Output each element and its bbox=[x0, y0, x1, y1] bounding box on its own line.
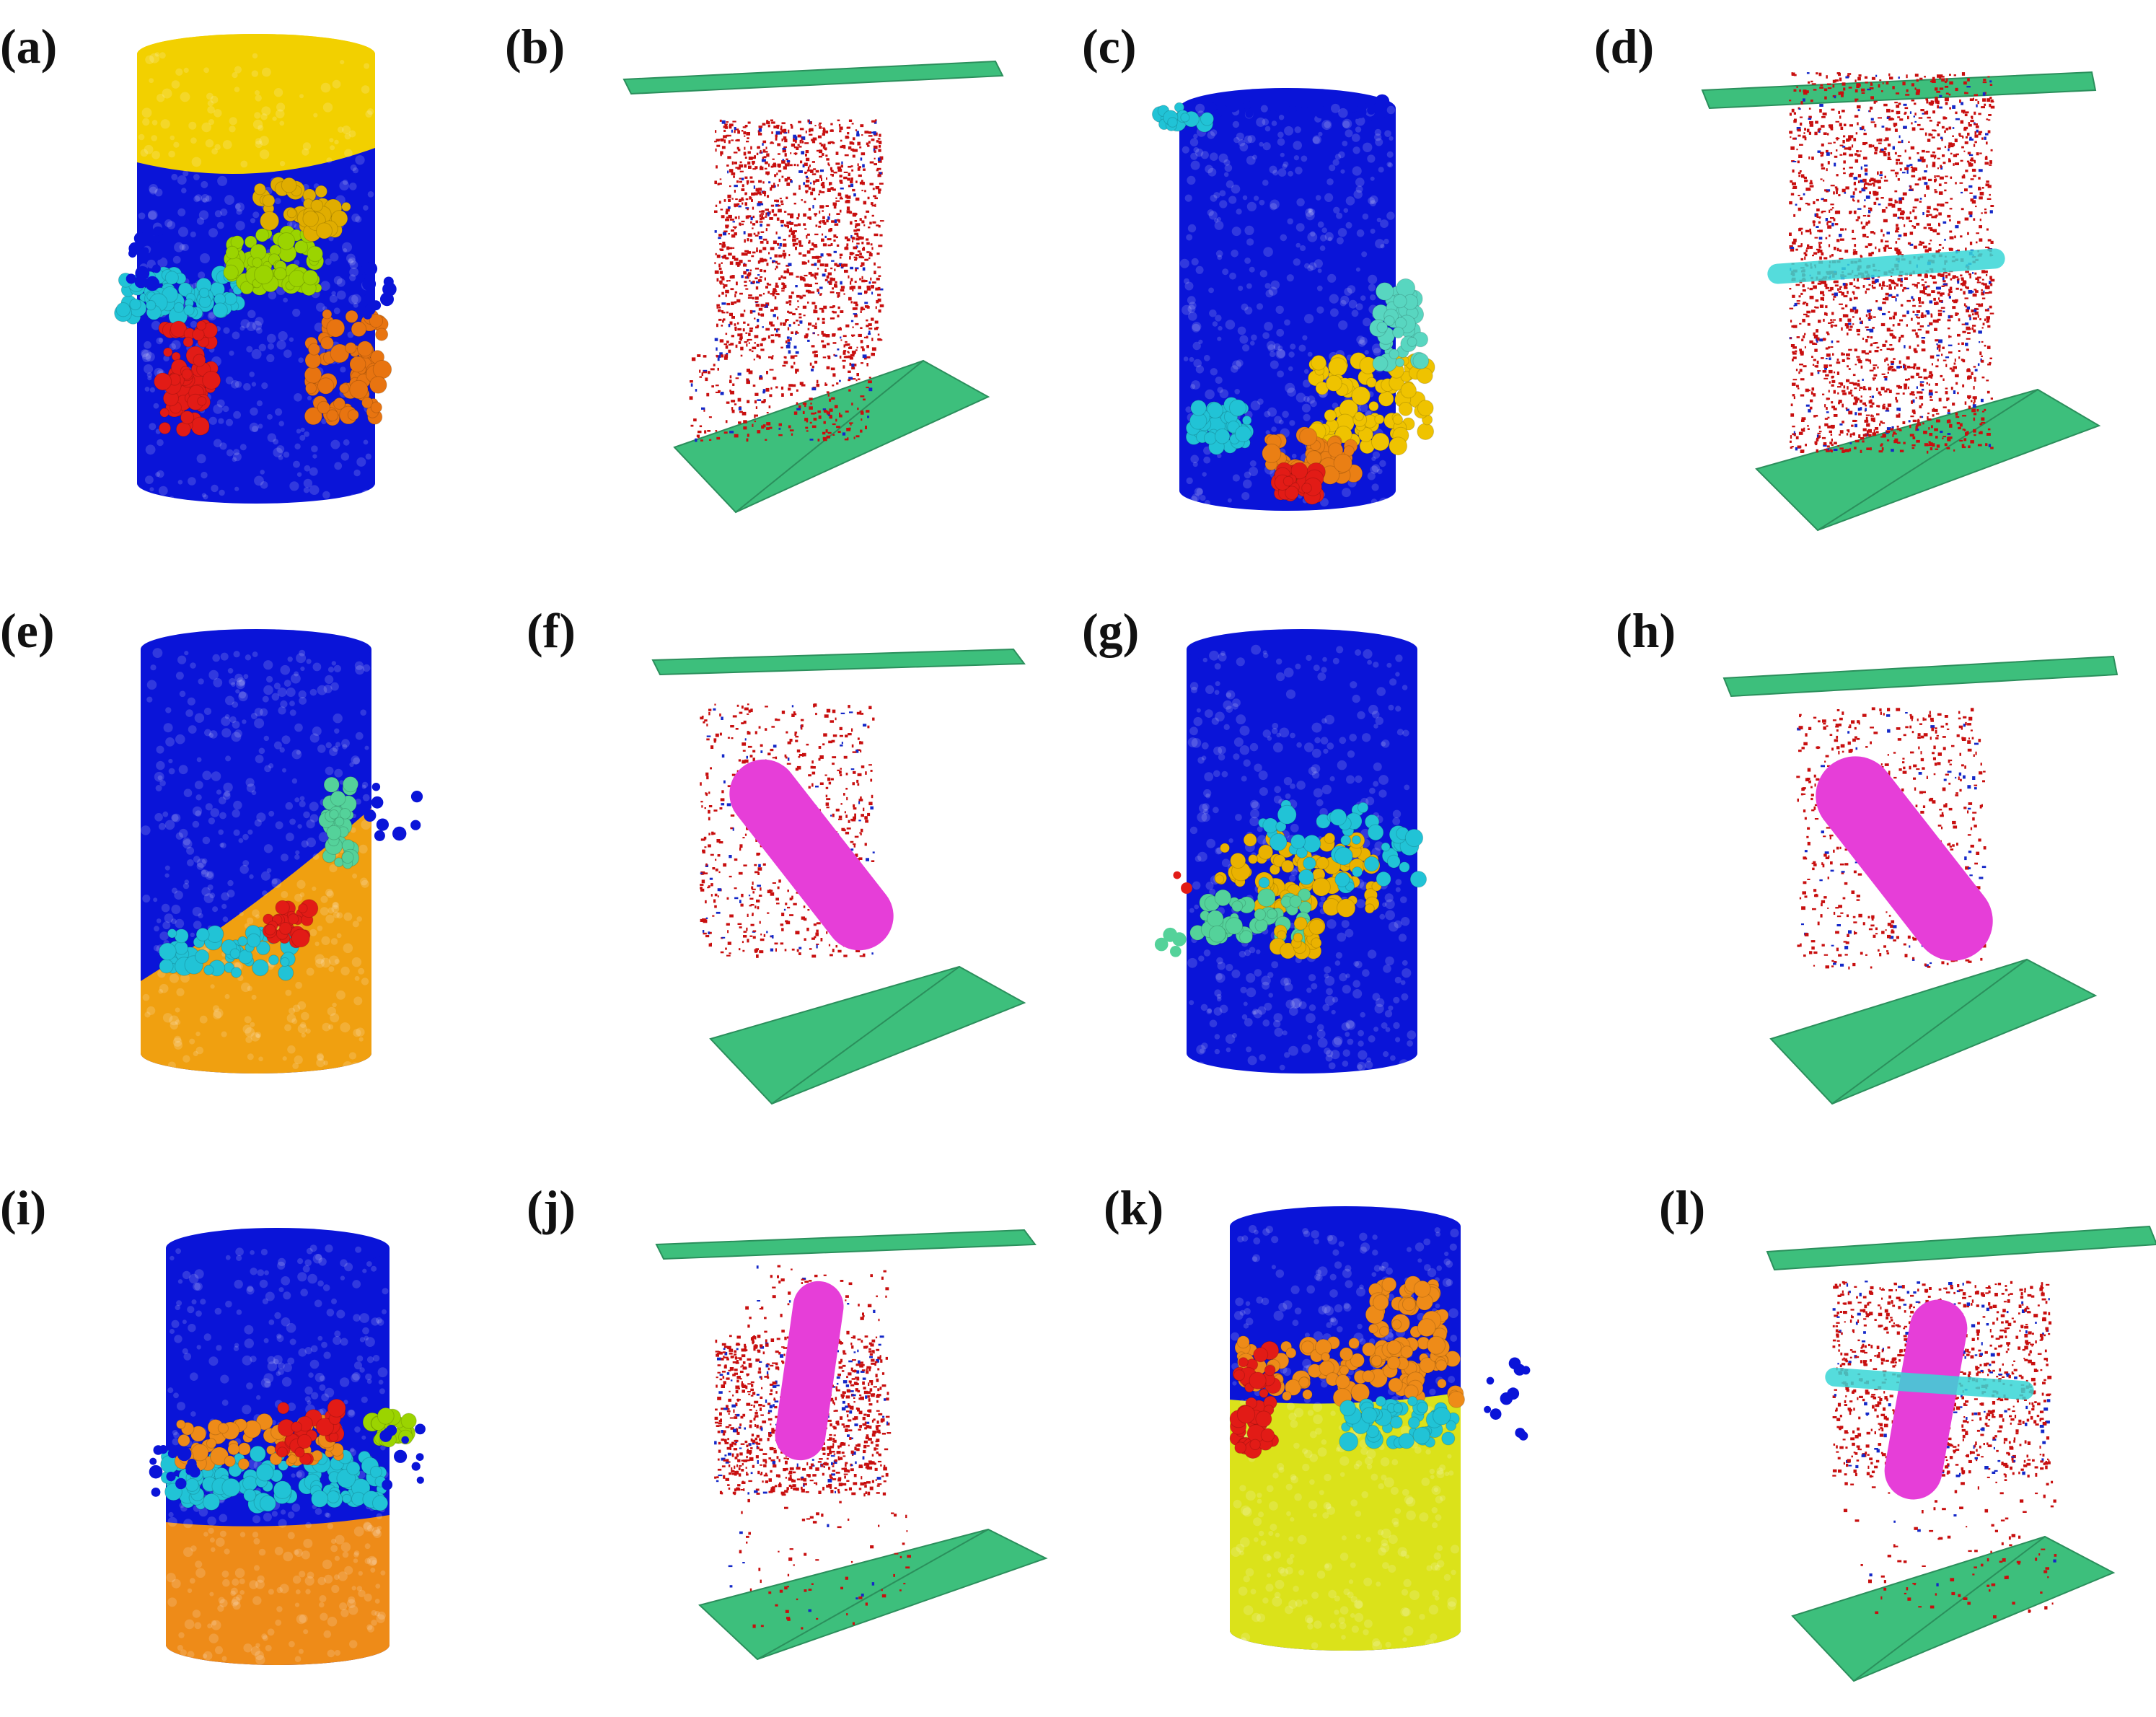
specimen-render-c bbox=[1151, 88, 1435, 511]
panel-label-e: (e) bbox=[0, 603, 55, 658]
intact-fragment bbox=[775, 1281, 844, 1461]
specimen-cylinder bbox=[1151, 88, 1435, 511]
specimen-cylinder bbox=[1229, 1206, 1531, 1651]
panel-c: (c) bbox=[1082, 22, 1616, 556]
bottom-loading-plate bbox=[673, 359, 990, 514]
ejected-particles bbox=[1484, 1357, 1531, 1441]
specimen-cylinder bbox=[114, 34, 397, 504]
crack-scene bbox=[655, 1229, 1048, 1661]
top-loading-plate bbox=[622, 60, 1004, 95]
fracture-band bbox=[1229, 1275, 1466, 1459]
panel-label-c: (c) bbox=[1082, 19, 1137, 74]
panel-label-a: (a) bbox=[0, 19, 58, 74]
crack-scene bbox=[1722, 655, 2118, 1105]
crack-render-h bbox=[1722, 655, 2118, 1105]
panel-j: (j) bbox=[527, 1183, 1060, 1717]
top-loading-plate bbox=[1722, 655, 2118, 698]
crack-render-l bbox=[1766, 1225, 2156, 1682]
crack-scene bbox=[651, 648, 1026, 1105]
panel-label-k: (k) bbox=[1104, 1180, 1164, 1235]
top-loading-plate bbox=[655, 1229, 1037, 1260]
panel-l: (l) bbox=[1659, 1183, 2156, 1717]
panel-e: (e) bbox=[0, 606, 534, 1140]
crack-particles bbox=[689, 119, 884, 442]
top-loading-plate bbox=[1766, 1225, 2156, 1271]
intact-fragment bbox=[729, 759, 894, 951]
ejected-particles bbox=[1204, 94, 1390, 120]
reinforcement-bar bbox=[1825, 1367, 2034, 1400]
fracture-band bbox=[114, 176, 392, 437]
ejected-particles bbox=[364, 783, 423, 841]
ejected-particles bbox=[149, 1423, 426, 1497]
crack-render-j bbox=[655, 1229, 1048, 1661]
panel-h: (h) bbox=[1616, 606, 2150, 1140]
crack-scene bbox=[1701, 71, 2101, 532]
specimen-render-k bbox=[1229, 1206, 1531, 1651]
panel-label-l: (l) bbox=[1659, 1180, 1706, 1235]
panel-g: (g) bbox=[1082, 606, 1616, 1140]
crack-render-f bbox=[651, 648, 1026, 1105]
specimen-render-g bbox=[1154, 629, 1427, 1073]
fracture-band bbox=[1151, 102, 1435, 505]
panel-f: (f) bbox=[527, 606, 1060, 1140]
panel-k: (k) bbox=[1104, 1183, 1637, 1717]
specimen-render-i bbox=[149, 1228, 426, 1665]
panel-label-i: (i) bbox=[0, 1180, 47, 1235]
fracture-band bbox=[160, 1398, 417, 1514]
panel-label-h: (h) bbox=[1616, 603, 1676, 658]
bottom-loading-plate bbox=[1791, 1535, 2116, 1682]
fracture-band bbox=[158, 776, 360, 981]
crack-render-d bbox=[1701, 71, 2101, 532]
panel-label-f: (f) bbox=[527, 603, 576, 658]
reinforcement-bar bbox=[1767, 248, 2005, 284]
intact-fragment bbox=[1816, 756, 1993, 961]
panel-label-g: (g) bbox=[1082, 603, 1140, 658]
particle-texture bbox=[141, 648, 371, 1071]
top-loading-plate bbox=[1701, 71, 2097, 110]
particle-texture bbox=[166, 1244, 389, 1665]
crack-particles bbox=[1789, 72, 1995, 454]
specimen-cylinder bbox=[149, 1228, 426, 1665]
intact-fragment bbox=[1884, 1299, 1968, 1500]
crack-render-b bbox=[622, 60, 1004, 514]
panel-a: (a) bbox=[0, 22, 534, 556]
panel-i: (i) bbox=[0, 1183, 534, 1717]
ejected-particles bbox=[1154, 871, 1192, 957]
crack-scene bbox=[622, 60, 1004, 514]
specimen-render-a bbox=[114, 34, 397, 504]
panel-d: (d) bbox=[1594, 22, 2128, 556]
panel-label-j: (j) bbox=[527, 1180, 576, 1235]
bottom-loading-plate bbox=[709, 965, 1026, 1105]
bottom-loading-plate bbox=[1769, 958, 2098, 1105]
specimen-cylinder bbox=[141, 629, 423, 1073]
specimen-render-e bbox=[141, 629, 423, 1073]
panel-label-b: (b) bbox=[505, 19, 566, 74]
top-loading-plate bbox=[651, 648, 1026, 676]
ejected-particles bbox=[126, 226, 397, 320]
fracture-band bbox=[1189, 799, 1427, 960]
panel-label-d: (d) bbox=[1594, 19, 1655, 74]
crack-scene bbox=[1766, 1225, 2156, 1682]
specimen-cylinder bbox=[1154, 629, 1427, 1073]
panel-b: (b) bbox=[505, 22, 1039, 556]
